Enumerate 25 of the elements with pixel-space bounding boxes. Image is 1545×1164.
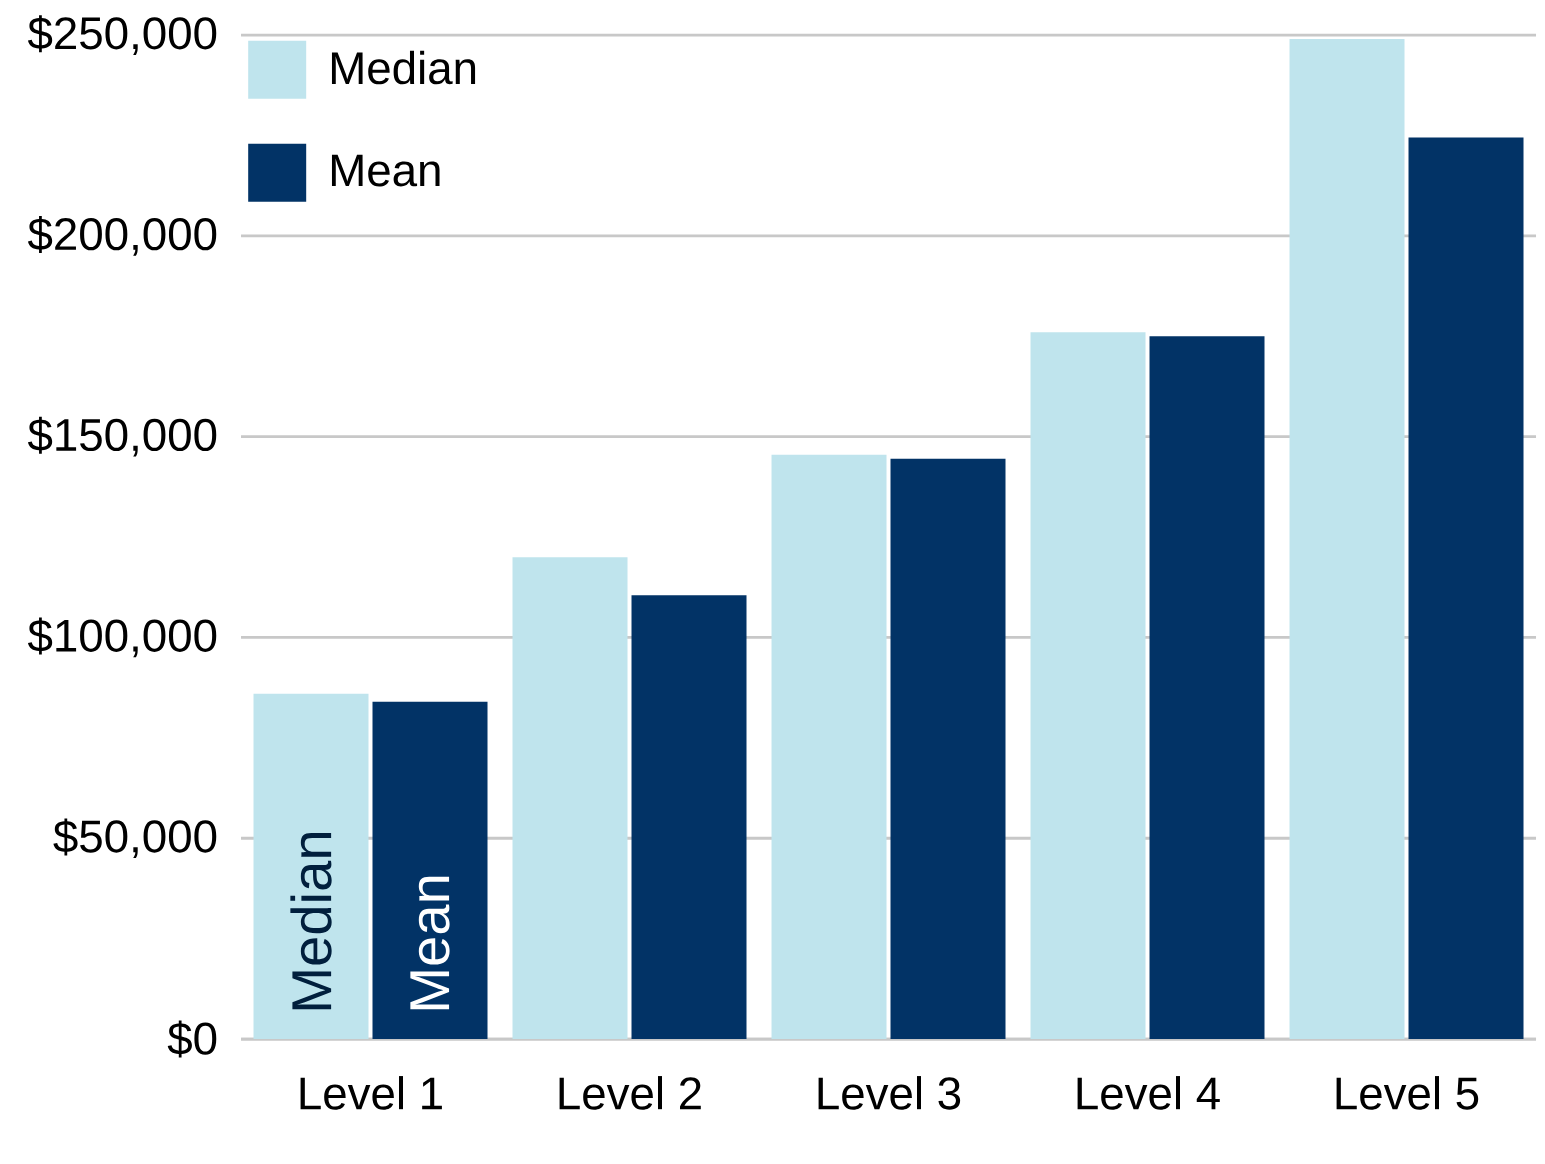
y-tick-label: $0 — [167, 1020, 217, 1058]
bar — [1149, 336, 1265, 1040]
bar — [253, 693, 369, 1040]
bar — [1030, 332, 1146, 1040]
x-tick-label: Level 3 — [818, 1076, 961, 1110]
y-tick-label: $50,000 — [53, 818, 217, 859]
annotation: Mean — [410, 876, 450, 1010]
y-tick-label: $150,000 — [27, 416, 217, 457]
y-tick-label: $250,000 — [27, 15, 217, 55]
bar — [372, 701, 488, 1040]
annotation: Median — [290, 832, 332, 1010]
bar — [890, 458, 1006, 1040]
bar — [1289, 39, 1405, 1040]
y-tick-label: $100,000 — [27, 617, 217, 658]
x-tick-label: Level 2 — [559, 1076, 701, 1110]
bar — [771, 454, 887, 1040]
bar — [512, 557, 628, 1040]
x-tick-label: Level 1 — [300, 1076, 442, 1110]
bar — [1408, 137, 1524, 1040]
bar — [631, 595, 747, 1040]
legend-label: Mean — [331, 154, 440, 187]
legend-label: Median — [331, 50, 476, 85]
y-tick-label: $200,000 — [27, 215, 217, 256]
x-tick-label: Level 4 — [1077, 1076, 1220, 1110]
x-tick-label: Level 5 — [1336, 1076, 1479, 1110]
